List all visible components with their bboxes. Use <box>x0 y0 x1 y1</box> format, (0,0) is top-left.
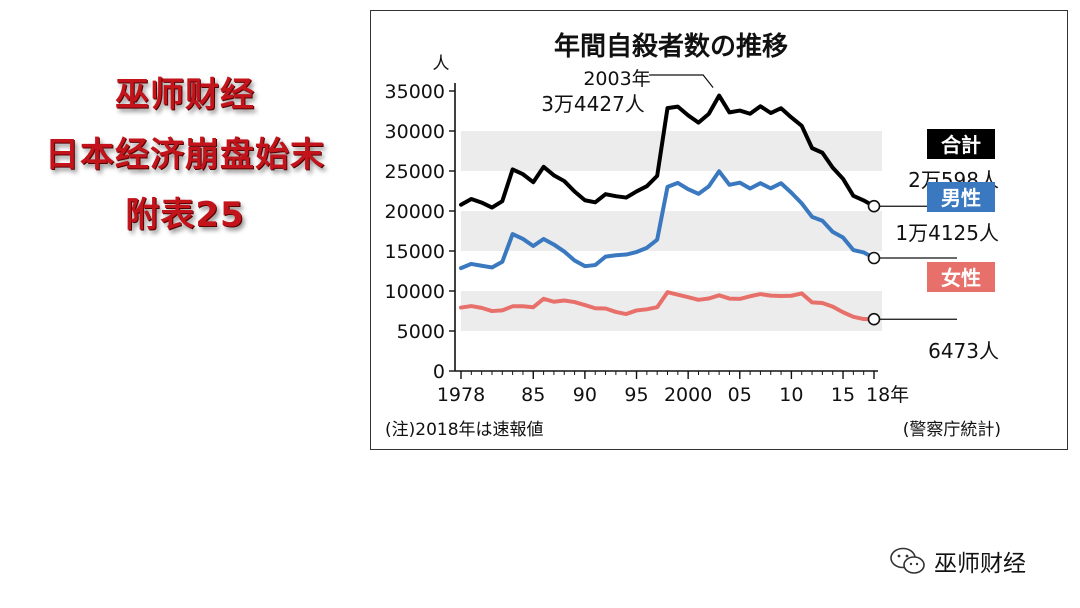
y-tick-label: 10000 <box>385 281 445 303</box>
left-title-line-2: 日本经济崩盘始末 <box>45 135 325 175</box>
x-tick-label: 85 <box>521 384 545 406</box>
chart-note: (注)2018年は速報値 <box>385 420 544 440</box>
watermark-text: 巫师财经 <box>934 551 1026 577</box>
series-name-box-1 <box>927 182 995 212</box>
chart-labels: 年間自殺者数の推移人合計2万598人男性1万4125人女性6473人2003年3… <box>385 31 1001 440</box>
left-title-line-1: 巫师财经 <box>115 75 255 115</box>
x-tick-label: 18年 <box>866 384 909 406</box>
y-tick-label: 0 <box>433 361 445 383</box>
series-name-label-0: 合計 <box>941 133 981 157</box>
y-tick-label: 25000 <box>385 161 445 183</box>
annotation-year: 2003年 <box>583 68 650 90</box>
chart-source: (警察庁統計) <box>903 420 1001 440</box>
series-end-label-1: 1万4125人 <box>895 221 999 245</box>
x-tick-label: 90 <box>573 384 597 406</box>
series-end-label-2: 6473人 <box>928 339 999 363</box>
y-tick-label: 5000 <box>397 321 445 343</box>
y-tick-label: 20000 <box>385 201 445 223</box>
end-marker-0 <box>867 199 881 213</box>
x-tick-label: 15 <box>831 384 855 406</box>
x-tick-label: 95 <box>624 384 648 406</box>
watermark: 巫师财经 <box>888 544 1026 578</box>
chart-axes: 0 5000 10000 15000 20000 25000 30000 35000 1978 8… <box>385 81 910 406</box>
y-axis-unit: 人 <box>433 54 450 74</box>
y-tick-label: 35000 <box>385 81 445 103</box>
x-tick-label: 05 <box>728 384 752 406</box>
chart-title: 年間自殺者数の推移 <box>554 31 788 62</box>
end-marker-1 <box>867 251 881 265</box>
series-line-2 <box>459 290 876 322</box>
series-line-0 <box>459 93 876 210</box>
end-marker-2 <box>867 312 881 326</box>
series-name-label-2: 女性 <box>941 266 981 290</box>
series-line-1 <box>459 169 876 271</box>
suicide-trend-chart: 0 5000 10000 15000 20000 25000 30000 35000 1978 8… <box>385 31 1001 440</box>
y-tick-label: 15000 <box>385 241 445 263</box>
grid-band <box>461 291 882 331</box>
chart-frame: 0 5000 10000 15000 20000 25000 30000 35000 1978 8… <box>370 10 1068 450</box>
left-title-block: 巫师财经 日本经济崩盘始末 附表25 <box>0 78 370 258</box>
left-title-line-3: 附表25 <box>125 195 245 235</box>
y-tick-label: 30000 <box>385 121 445 143</box>
chart-series <box>459 93 876 322</box>
series-name-label-1: 男性 <box>941 186 981 210</box>
annotation-leader <box>649 74 714 88</box>
grid-band <box>461 211 882 251</box>
x-tick-label: 10 <box>779 384 803 406</box>
wechat-icon <box>890 547 925 574</box>
x-tick-label: 2000 <box>664 384 712 406</box>
series-name-box-2 <box>927 262 995 292</box>
annotation-value: 3万4427人 <box>541 92 645 116</box>
series-name-box-0 <box>927 129 995 159</box>
grid-band <box>461 131 882 171</box>
x-tick-label: 1978 <box>437 384 485 406</box>
